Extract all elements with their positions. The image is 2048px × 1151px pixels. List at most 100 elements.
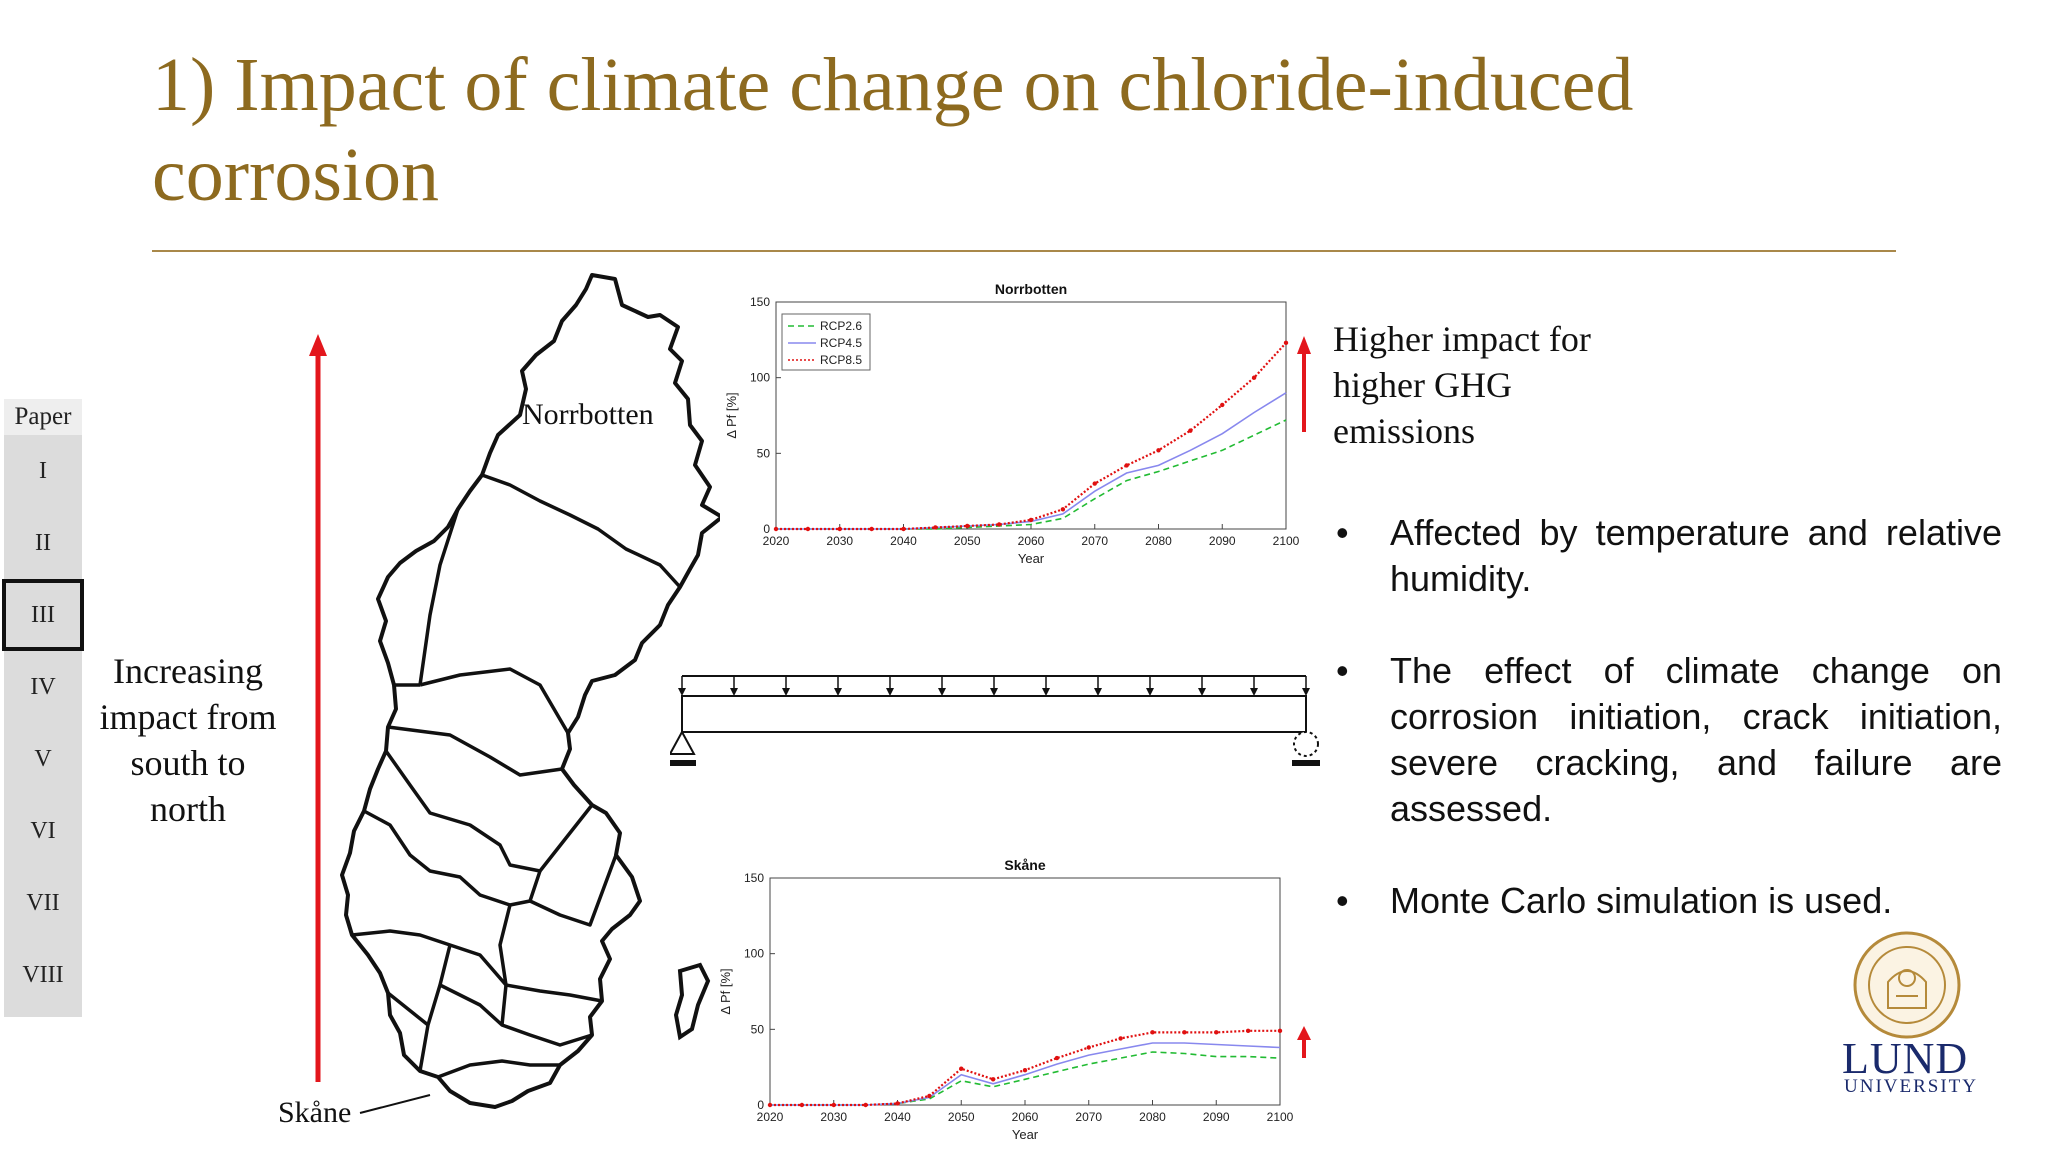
- bullet-item: • Monte Carlo simulation is used.: [1336, 878, 2002, 924]
- x-tick-label: 2100: [1273, 534, 1300, 548]
- load-arrow-head: [1146, 688, 1154, 696]
- bullet-item: • The effect of climate change on corrosi…: [1336, 648, 2002, 832]
- series-point: [1277, 1028, 1283, 1034]
- lund-logo-text: LUND: [1842, 1034, 1969, 1083]
- load-arrow-head: [886, 688, 894, 696]
- county-border-8: [498, 904, 512, 1026]
- paper-item-6[interactable]: VI: [30, 818, 56, 844]
- norrbotten-impact-arrow: [1297, 336, 1311, 432]
- series-point: [837, 526, 842, 532]
- series-point: [863, 1102, 868, 1108]
- x-tick-label: 2050: [948, 1110, 975, 1124]
- x-tick-label: 2100: [1267, 1110, 1294, 1124]
- norrbotten-label: Norrbotten: [522, 398, 654, 431]
- series-point: [959, 1066, 964, 1071]
- x-tick-label: 2040: [890, 534, 917, 548]
- county-border-6: [384, 749, 594, 873]
- county-border-12: [439, 983, 593, 1047]
- x-tick-label: 2050: [954, 534, 981, 548]
- series-point: [1054, 1055, 1060, 1061]
- title-divider: [152, 250, 1896, 252]
- paper-item-3[interactable]: III: [2, 579, 84, 651]
- county-border-2: [418, 508, 460, 686]
- paper-navigation: Paper I II III IV V VI VII VIII: [2, 399, 84, 1017]
- chart-title: Skåne: [1004, 857, 1045, 873]
- load-arrow-head: [730, 688, 738, 696]
- series-point: [1028, 517, 1034, 523]
- paper-item-5[interactable]: V: [34, 746, 52, 772]
- bullet-text: The effect of climate change on corrosio…: [1390, 650, 2002, 829]
- series-point: [927, 1093, 932, 1099]
- series-point: [1150, 1030, 1155, 1035]
- series-point: [1251, 375, 1257, 380]
- bullet-text: Monte Carlo simulation is used.: [1390, 880, 1893, 921]
- county-border-1: [481, 473, 682, 589]
- series-point: [1124, 463, 1129, 468]
- county-border-9: [529, 854, 618, 927]
- y-tick-label: 150: [744, 871, 764, 885]
- series-point: [901, 526, 906, 532]
- series-point: [1092, 481, 1097, 486]
- series-point: [1220, 402, 1225, 408]
- sweden-outline: [340, 273, 720, 1109]
- legend-entry: RCP8.5: [820, 353, 862, 367]
- series-point: [1245, 1028, 1251, 1034]
- gotland-island: [673, 962, 711, 1041]
- series-point: [1182, 1030, 1187, 1035]
- x-tick-label: 2080: [1139, 1110, 1166, 1124]
- load-arrow-head: [1250, 688, 1258, 696]
- y-axis-label: Δ Pf [%]: [718, 968, 733, 1014]
- x-tick-label: 2040: [884, 1110, 911, 1124]
- y-tick-label: 100: [744, 947, 764, 961]
- series-point: [869, 526, 874, 532]
- load-arrow-head: [834, 688, 842, 696]
- paper-item-2[interactable]: II: [35, 530, 51, 556]
- load-arrow-head: [1198, 688, 1206, 696]
- series-point: [773, 526, 779, 532]
- skane-impact-arrow: [1297, 1026, 1311, 1058]
- y-tick-label: 150: [750, 295, 770, 309]
- paper-item-8[interactable]: VIII: [22, 962, 64, 988]
- series-point: [1188, 428, 1193, 433]
- x-tick-label: 2020: [763, 534, 790, 548]
- increasing-impact-text: Increasing impact from south to north: [99, 651, 277, 829]
- county-border-3: [419, 667, 570, 734]
- x-tick-label: 2060: [1018, 534, 1045, 548]
- series-point: [965, 523, 970, 529]
- x-tick-label: 2030: [820, 1110, 847, 1124]
- bullet-dot: •: [1336, 650, 1349, 691]
- series-point: [996, 522, 1002, 527]
- x-tick-label: 2080: [1145, 534, 1172, 548]
- load-arrow-head: [990, 688, 998, 696]
- x-axis-label: Year: [1018, 551, 1045, 566]
- bullet-text: Affected by temperature and relative hum…: [1390, 512, 2002, 599]
- county-border-11: [418, 944, 452, 1072]
- pin-support: [670, 729, 696, 755]
- skane-label: Skåne: [278, 1096, 352, 1129]
- paper-item-1[interactable]: I: [39, 458, 47, 484]
- paper-item-4[interactable]: IV: [30, 674, 56, 700]
- series-point: [1060, 507, 1066, 512]
- load-arrow-head: [1094, 688, 1102, 696]
- higher-impact-text: Higher impact for higher GHG emissions: [1333, 319, 1591, 451]
- paper-item-7[interactable]: VII: [26, 890, 60, 916]
- y-tick-label: 0: [757, 1098, 764, 1112]
- bullet-item: • Affected by temperature and relative hu…: [1336, 510, 2002, 602]
- x-tick-label: 2070: [1081, 534, 1108, 548]
- series-line-RCP8.5: [776, 342, 1287, 531]
- series-point: [1214, 1030, 1219, 1035]
- series-point: [799, 1102, 805, 1108]
- roller-support: [1293, 731, 1319, 757]
- y-tick-label: 50: [757, 446, 771, 460]
- slide-title: 1) Impact of climate change on chloride-…: [152, 43, 1634, 217]
- lund-university-text: UNIVERSITY: [1844, 1076, 1978, 1097]
- series-point: [1086, 1045, 1091, 1050]
- series-point: [990, 1077, 996, 1082]
- bullet-dot: •: [1336, 880, 1349, 921]
- load-arrow-head: [938, 688, 946, 696]
- x-tick-label: 2030: [826, 534, 853, 548]
- load-arrow-head: [1302, 688, 1310, 696]
- beam: [681, 695, 1307, 733]
- legend-entry: RCP4.5: [820, 336, 862, 350]
- county-border-7: [363, 809, 542, 907]
